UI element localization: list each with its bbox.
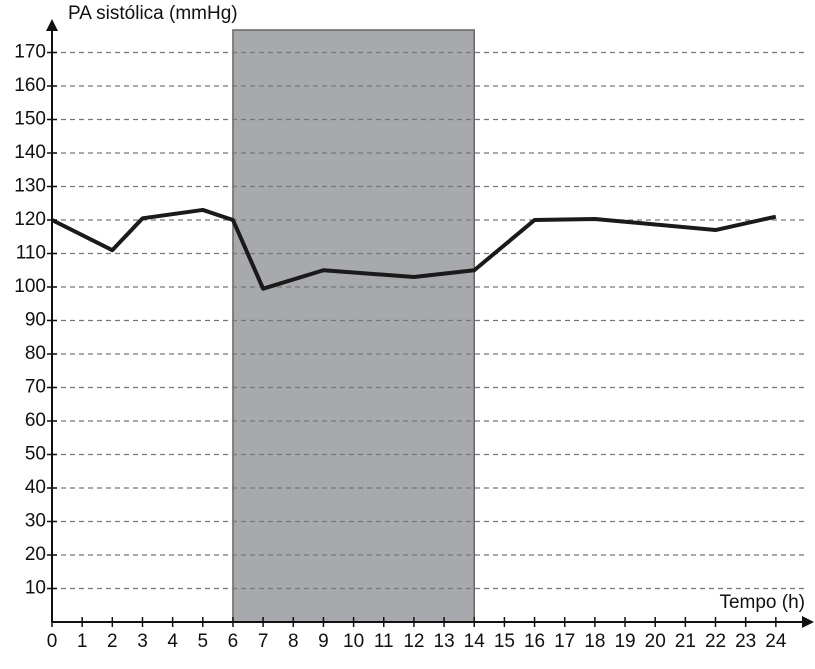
x-axis-label: Tempo (h) (719, 592, 805, 613)
y-tick-label: 160 (14, 75, 46, 96)
x-tick-label: 22 (705, 631, 726, 652)
x-tick-label: 16 (524, 631, 545, 652)
x-axis-arrow (802, 616, 814, 628)
x-tick-label: 5 (198, 631, 209, 652)
x-tick-label: 7 (258, 631, 269, 652)
x-tick-label: 17 (554, 631, 575, 652)
x-tick-label: 4 (167, 631, 178, 652)
x-tick-label: 15 (494, 631, 515, 652)
x-tick-label: 23 (735, 631, 756, 652)
y-tick-label: 60 (25, 410, 46, 431)
x-tick-label: 1 (77, 631, 88, 652)
y-tick-label: 10 (25, 578, 46, 599)
y-tick-label: 90 (25, 310, 46, 331)
y-tick-label: 170 (14, 42, 46, 63)
x-tick-label: 13 (434, 631, 455, 652)
x-tick-label: 8 (288, 631, 299, 652)
y-axis-arrow (46, 19, 58, 31)
x-tick-label: 6 (228, 631, 239, 652)
y-tick-label: 120 (14, 209, 46, 230)
y-tick-label: 30 (25, 511, 46, 532)
y-axis-label: PA sistólica (mmHg) (68, 3, 238, 24)
x-tick-label: 10 (343, 631, 364, 652)
x-tick-label: 14 (464, 631, 486, 652)
x-tick-label: 19 (614, 631, 635, 652)
x-tick-label: 20 (645, 631, 666, 652)
x-tick-label: 9 (318, 631, 329, 652)
y-tick-label: 50 (25, 444, 46, 465)
data-line (51, 207, 777, 291)
y-tick-label: 140 (14, 142, 46, 163)
x-tick-label: 24 (765, 631, 787, 652)
y-tick-label: 130 (14, 176, 46, 197)
y-tick-label: 110 (16, 243, 46, 264)
x-tick-label: 18 (584, 631, 605, 652)
shaded-region (232, 29, 475, 623)
y-tick-label: 150 (14, 109, 46, 130)
x-tick-label: 2 (107, 631, 118, 652)
y-tick-label: 40 (25, 477, 46, 498)
y-tick-label: 20 (25, 544, 46, 565)
y-tick-label: 80 (25, 343, 46, 364)
x-tick-label: 11 (374, 631, 394, 652)
x-tick-label: 3 (137, 631, 148, 652)
x-tick-label: 0 (47, 631, 58, 652)
y-tick-label: 100 (14, 276, 46, 297)
x-tick-label: 21 (675, 631, 696, 652)
y-tick-label: 70 (25, 377, 46, 398)
x-tick-label: 12 (403, 631, 424, 652)
